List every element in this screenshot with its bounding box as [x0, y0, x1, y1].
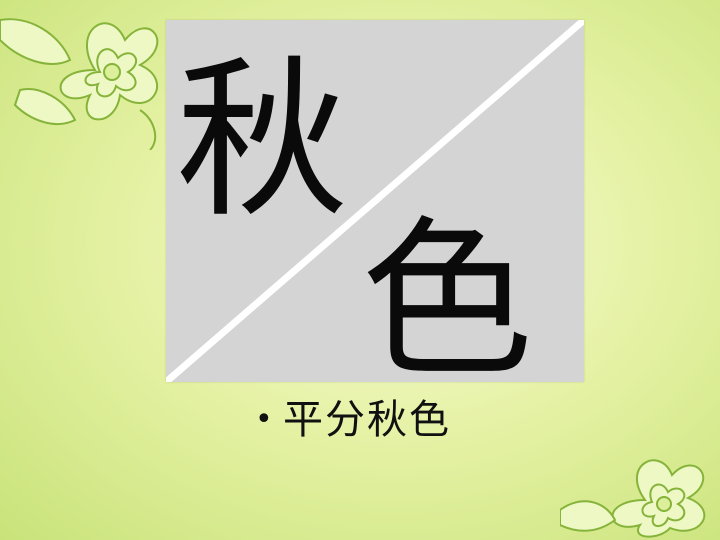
idiom-image: 秋 色 — [166, 20, 584, 382]
bullet-text: 平分秋色 — [283, 397, 451, 443]
character-top: 秋 — [176, 40, 348, 241]
idiom-image-graphic: 秋 色 — [166, 20, 584, 382]
flower-decoration-top-left — [0, 18, 159, 150]
flower-decoration-bottom-right — [560, 459, 706, 538]
character-bottom: 色 — [361, 200, 533, 382]
diagonal-divider-line — [166, 20, 584, 382]
bullet-marker: • — [255, 402, 273, 437]
